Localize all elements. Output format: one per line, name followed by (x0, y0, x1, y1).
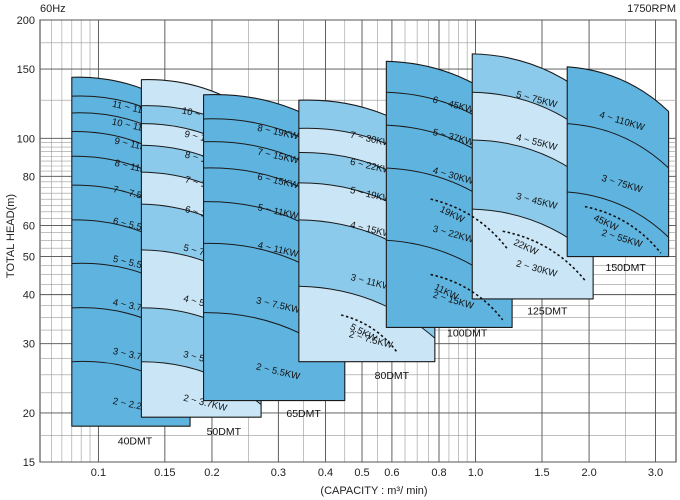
x-tick-label: 0.2 (204, 467, 219, 479)
y-tick-label: 200 (17, 15, 35, 27)
pump-band (472, 209, 594, 299)
pump-band (203, 201, 345, 291)
pump-band (203, 167, 345, 250)
stage-curve (567, 123, 669, 169)
x-tick-label: 0.3 (271, 467, 286, 479)
pump-band (203, 141, 345, 215)
pump-band (567, 123, 669, 238)
pump-band (203, 312, 345, 401)
pump-band (203, 94, 345, 165)
y-tick-label: 60 (23, 220, 35, 232)
x-tick-label: 0.4 (318, 467, 333, 479)
pump-band (203, 118, 345, 188)
pump-band (386, 240, 513, 328)
pump-band (298, 152, 435, 232)
pump-band (567, 191, 669, 257)
x-tick-label: 0.8 (431, 467, 446, 479)
pump-band (298, 286, 435, 362)
y-tick-label: 30 (23, 339, 35, 351)
motor-boundary-curve (584, 205, 662, 254)
y-axis-title: TOTAL HEAD(m) (5, 194, 17, 278)
pump-family-label: 80DMT (375, 370, 410, 382)
y-tick-label: 100 (17, 133, 35, 145)
y-tick-label: 15 (23, 457, 35, 469)
y-tick-label: 40 (23, 290, 35, 302)
stage-curve (567, 191, 669, 238)
pump-band (141, 79, 262, 146)
pump-envelope (566, 66, 670, 258)
y-tick-label: 20 (23, 408, 35, 420)
x-tick-label: 2.0 (581, 467, 596, 479)
pump-family-label: 125DMT (527, 305, 568, 317)
pump-band (71, 95, 191, 151)
pump-band (472, 92, 594, 186)
pump-family-label: 40DMT (118, 436, 153, 448)
pump-band (71, 112, 191, 173)
x-tick-label: 1.5 (534, 467, 549, 479)
motor-boundary-curve (340, 314, 398, 353)
pump-family-label: 100DMT (447, 328, 488, 340)
pump-band (71, 77, 191, 134)
pump-band (71, 185, 191, 261)
x-tick-label: 0.15 (154, 467, 175, 479)
header-frequency: 60Hz (40, 3, 66, 15)
pump-band (298, 128, 435, 200)
x-tick-label: 0.1 (91, 467, 106, 479)
pump-band (472, 139, 594, 257)
x-tick-label: 0.6 (384, 467, 399, 479)
motor-boundary-curve (430, 198, 509, 251)
pump-family-label: 50DMT (207, 426, 242, 438)
pump-band (386, 92, 513, 177)
pump-family-label: 65DMT (286, 408, 321, 420)
pump-band (141, 105, 262, 167)
pump-band (472, 53, 594, 139)
pump-band (298, 100, 435, 173)
y-tick-label: 150 (17, 64, 35, 76)
pump-band (386, 61, 513, 142)
pump-band (141, 361, 262, 418)
header-rpm: 1750RPM (627, 3, 676, 15)
x-axis-title: (CAPACITY : m³/ min) (320, 485, 427, 497)
axes: 0.1 0.15 0.2 0.3 0.4 0.5 0.6 0.8 1.0 1.5 2.0 3.0 15 2… (17, 15, 664, 479)
pump-band (141, 123, 262, 190)
y-tick-label: 80 (23, 171, 35, 183)
pump-band (298, 182, 435, 271)
pump-band (71, 156, 191, 226)
x-tick-label: 3.0 (648, 467, 663, 479)
x-tick-label: 0.5 (354, 467, 369, 479)
y-tick-label: 50 (23, 252, 35, 264)
pump-band (141, 145, 262, 218)
pump-band (141, 172, 262, 250)
x-tick-label: 1.0 (468, 467, 483, 479)
pump-family-label: 150DMT (606, 262, 647, 274)
